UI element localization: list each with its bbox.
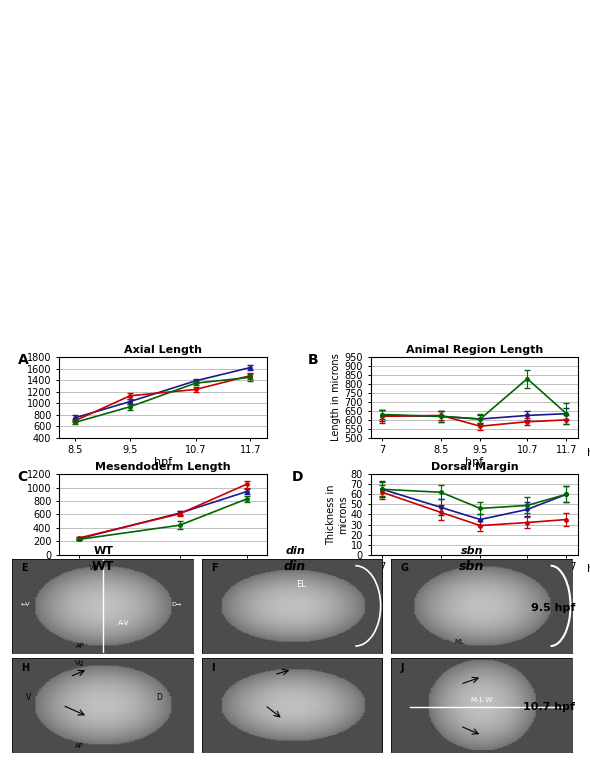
- Title: Dorsal Margin: Dorsal Margin: [431, 462, 518, 472]
- Text: I: I: [211, 663, 214, 673]
- Text: Vg: Vg: [75, 660, 84, 667]
- Text: WT: WT: [93, 546, 113, 556]
- Text: din: din: [285, 546, 305, 556]
- Text: G: G: [401, 563, 408, 573]
- Title: Mesendoderm Length: Mesendoderm Length: [95, 462, 231, 472]
- Text: B: B: [308, 353, 319, 367]
- Text: D→: D→: [171, 602, 181, 607]
- Y-axis label: Thickness in
microns: Thickness in microns: [326, 484, 348, 545]
- Text: h: h: [586, 565, 590, 575]
- Text: AP: AP: [75, 743, 84, 749]
- Text: sbn: sbn: [459, 559, 485, 573]
- Text: ←V: ←V: [21, 602, 30, 607]
- Text: A: A: [18, 353, 28, 367]
- Text: J: J: [401, 663, 404, 673]
- Text: V: V: [27, 693, 31, 702]
- Title: Axial Length: Axial Length: [124, 345, 202, 355]
- Text: Vg: Vg: [88, 565, 98, 571]
- Text: A-V: A-V: [118, 619, 130, 625]
- Text: EL: EL: [296, 580, 306, 589]
- Text: din: din: [284, 559, 306, 573]
- Text: hpf: hpf: [586, 448, 590, 458]
- Text: 9.5 hpf: 9.5 hpf: [531, 603, 575, 613]
- Text: ML: ML: [455, 638, 465, 644]
- Text: M-L W: M-L W: [471, 697, 493, 703]
- Text: C: C: [18, 470, 28, 484]
- Text: D: D: [156, 693, 162, 702]
- X-axis label: hpf: hpf: [154, 457, 172, 467]
- Title: Animal Region Length: Animal Region Length: [406, 345, 543, 355]
- Text: E: E: [21, 563, 28, 573]
- X-axis label: hpf: hpf: [466, 457, 483, 467]
- Text: AP: AP: [76, 644, 85, 649]
- X-axis label: hpf: hpf: [154, 574, 172, 584]
- Text: H: H: [21, 663, 29, 673]
- Text: sbn: sbn: [461, 546, 483, 556]
- Text: F: F: [211, 563, 217, 573]
- Y-axis label: Length in microns: Length in microns: [332, 353, 342, 442]
- Text: 10.7 hpf: 10.7 hpf: [523, 701, 575, 712]
- Text: WT: WT: [92, 559, 114, 573]
- Text: D: D: [291, 470, 303, 484]
